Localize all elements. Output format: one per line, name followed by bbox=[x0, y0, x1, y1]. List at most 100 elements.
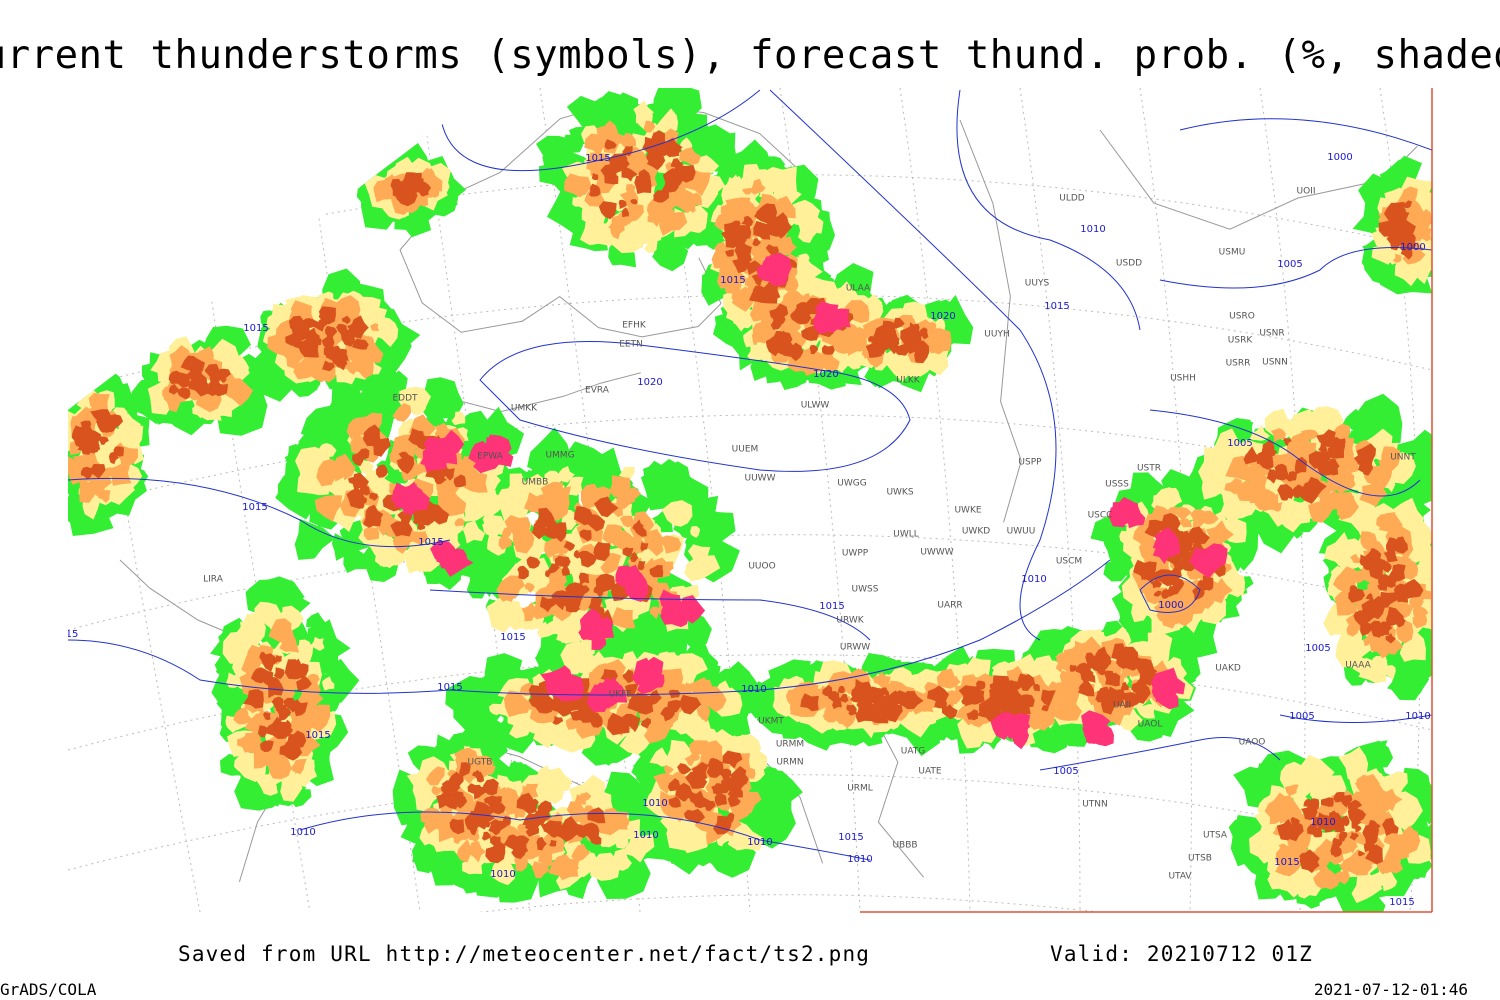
source-url: Saved from URL http://meteocenter.net/fa… bbox=[178, 942, 870, 966]
isobar-label: 1015 bbox=[242, 502, 267, 513]
storm-shading bbox=[757, 696, 788, 727]
isobar-label: 1010 bbox=[1405, 711, 1430, 722]
isobar-label: 1015 bbox=[1389, 897, 1414, 908]
station-label: USHH bbox=[1170, 374, 1196, 384]
station-label: UUYS bbox=[1025, 279, 1050, 289]
station-label: USNN bbox=[1262, 358, 1288, 368]
station-label: UWKE bbox=[954, 506, 981, 516]
station-label: UATG bbox=[901, 747, 926, 757]
station-label: UWWW bbox=[920, 548, 953, 558]
isobar-label: 1015 bbox=[585, 153, 610, 164]
isobar-label: 1005 bbox=[1053, 766, 1078, 777]
isobar-label: 1005 bbox=[1227, 438, 1252, 449]
isobar-label: 1005 bbox=[1277, 259, 1302, 270]
storm-shading bbox=[294, 518, 336, 560]
isobar-label: 1005 bbox=[1289, 711, 1314, 722]
station-label: UGTB bbox=[468, 758, 493, 768]
station-label: UTSA bbox=[1203, 831, 1228, 841]
station-label: UUOO bbox=[748, 562, 775, 572]
station-label: URWK bbox=[836, 616, 864, 626]
station-label: USDD bbox=[1116, 259, 1142, 269]
station-label: ULAA bbox=[846, 284, 871, 294]
station-label: UAOO bbox=[1239, 738, 1266, 748]
station-label: UTNN bbox=[1082, 800, 1108, 810]
storm-shading bbox=[652, 234, 689, 272]
isobar-label: 1010 bbox=[847, 854, 872, 865]
isobar-label: 1010 bbox=[741, 684, 766, 695]
isobar-label: 1010 bbox=[290, 827, 315, 838]
storm-shading bbox=[640, 458, 696, 511]
station-label: UWSS bbox=[852, 585, 879, 595]
station-label: UKFF bbox=[609, 690, 632, 700]
map-area: 1015 1000 1010 1000 1005 1015 1020 1015 1015 1020… bbox=[68, 88, 1432, 912]
isobar-label: 1015 bbox=[437, 682, 462, 693]
map-title: Current thunderstorms (symbols), forecas… bbox=[0, 33, 1500, 78]
station-label: UAKD bbox=[1215, 664, 1241, 674]
isobar-label: 1015 bbox=[305, 730, 330, 741]
coastline bbox=[959, 119, 1022, 523]
software-credit: GrADS/COLA bbox=[0, 980, 97, 999]
isobar-label: 1000 bbox=[1327, 152, 1352, 163]
station-label: URMN bbox=[776, 758, 803, 768]
station-label: LIRA bbox=[203, 575, 224, 585]
station-label: UTSB bbox=[1188, 854, 1212, 864]
station-label: ULKK bbox=[896, 376, 921, 386]
isobar-label: 1010 bbox=[1310, 817, 1335, 828]
isobar-label: 1015 bbox=[838, 832, 863, 843]
station-label: UTAV bbox=[1168, 872, 1192, 882]
isobar-label: 1015 bbox=[819, 601, 844, 612]
station-label: EETN bbox=[619, 340, 643, 350]
station-label: USRK bbox=[1228, 336, 1254, 346]
station-label: EVRA bbox=[585, 386, 610, 396]
coastline bbox=[399, 249, 722, 338]
isobar-label: 1020 bbox=[813, 369, 838, 380]
station-label: USRR bbox=[1226, 359, 1251, 369]
isobar-label: 1010 bbox=[1080, 224, 1105, 235]
isobar-label: 1015 bbox=[1274, 857, 1299, 868]
storm-shading bbox=[535, 451, 558, 476]
storm-shading bbox=[363, 526, 380, 541]
station-label: UWUU bbox=[1007, 527, 1036, 537]
station-label: UUEM bbox=[732, 445, 759, 455]
timestamp: 2021-07-12-01:46 bbox=[1314, 980, 1468, 999]
station-label: UMBB bbox=[522, 478, 549, 488]
isobar-label: 1010 bbox=[633, 830, 658, 841]
isobar-label: 1010 bbox=[642, 798, 667, 809]
isobar-label: 1015 bbox=[500, 632, 525, 643]
storm-shading bbox=[373, 179, 393, 203]
station-label: USTR bbox=[1137, 464, 1161, 474]
thunderstorm-probability-shading bbox=[68, 88, 1432, 912]
station-label: UOII bbox=[1297, 187, 1316, 197]
isobar-label: 1015 bbox=[720, 275, 745, 286]
storm-shading bbox=[555, 555, 571, 567]
station-label: UAOL bbox=[1138, 720, 1163, 730]
station-label: USRO bbox=[1229, 312, 1255, 322]
station-label: USPP bbox=[1018, 458, 1042, 468]
station-label: URWW bbox=[840, 643, 870, 653]
isobar-label: 1010 bbox=[747, 837, 772, 848]
station-label: USCC bbox=[1088, 511, 1113, 521]
station-label: UWKS bbox=[886, 488, 913, 498]
station-label: URML bbox=[847, 784, 873, 794]
storm-shading bbox=[751, 807, 776, 831]
isobar-label: 1015 bbox=[1044, 301, 1069, 312]
station-label: EDDT bbox=[392, 394, 418, 404]
meridian bbox=[68, 88, 201, 912]
isobar-label: 1020 bbox=[930, 311, 955, 322]
meridian bbox=[779, 88, 861, 912]
station-label: UATE bbox=[918, 767, 942, 777]
isobar-label: 1015 bbox=[243, 323, 268, 334]
station-label: UUWW bbox=[745, 474, 776, 484]
storm-shading bbox=[821, 345, 835, 355]
meridian bbox=[1019, 88, 1081, 912]
isobar-label: 1020 bbox=[637, 377, 662, 388]
parallel bbox=[68, 654, 1432, 751]
station-label: ULDD bbox=[1059, 194, 1085, 204]
station-label: URMM bbox=[776, 740, 804, 750]
isobar-label: 1015 bbox=[418, 537, 443, 548]
isobar-label: 1000 bbox=[1400, 242, 1425, 253]
valid-time: Valid: 20210712 01Z bbox=[1050, 942, 1313, 966]
meridian bbox=[899, 88, 971, 912]
station-label: UWGG bbox=[837, 479, 866, 489]
station-label: EFHK bbox=[622, 321, 647, 331]
